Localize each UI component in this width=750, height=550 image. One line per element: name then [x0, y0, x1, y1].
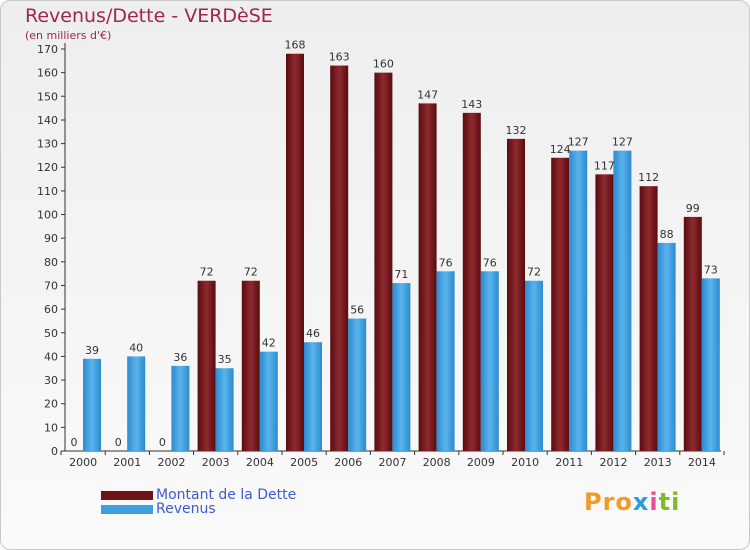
data-label-revenus-2001: 40 — [129, 341, 143, 354]
y-tick-label: 140 — [37, 114, 58, 127]
data-label-revenus-2007: 71 — [394, 268, 408, 281]
x-tick-label: 2002 — [158, 456, 186, 469]
x-tick-label: 2011 — [555, 456, 583, 469]
proxiti-logo: Proxiti — [584, 488, 681, 516]
data-label-dette-2006: 163 — [329, 51, 350, 64]
y-tick-label: 150 — [37, 90, 58, 103]
x-tick-label: 2014 — [688, 456, 716, 469]
bar-dette-2004 — [241, 280, 260, 451]
x-tick-label: 2005 — [290, 456, 318, 469]
y-tick-label: 10 — [44, 421, 58, 434]
x-tick-label: 2000 — [69, 456, 97, 469]
bar-dette-2006 — [330, 65, 349, 451]
bar-revenus-2010 — [525, 280, 543, 451]
bar-dette-2013 — [639, 186, 658, 451]
data-label-dette-2013: 112 — [638, 171, 659, 184]
bar-dette-2008 — [418, 103, 437, 451]
data-label-dette-2005: 168 — [285, 39, 306, 52]
bar-dette-2012 — [595, 174, 614, 451]
y-tick-label: 20 — [44, 398, 58, 411]
bar-revenus-2011 — [569, 150, 588, 451]
data-label-dette-2014: 99 — [686, 202, 700, 215]
x-tick-label: 2004 — [246, 456, 274, 469]
bar-revenus-2003 — [215, 368, 234, 451]
data-label-revenus-2012: 127 — [612, 136, 633, 149]
x-tick-label: 2003 — [202, 456, 230, 469]
data-label-dette-2008: 147 — [417, 88, 438, 101]
x-tick-label: 2006 — [334, 456, 362, 469]
bar-revenus-2002 — [171, 365, 190, 451]
bar-dette-2005 — [286, 53, 304, 452]
bar-dette-2011 — [551, 157, 570, 451]
data-label-dette-2001: 0 — [115, 436, 122, 449]
y-tick-label: 0 — [51, 445, 58, 458]
data-label-dette-2010: 132 — [506, 124, 527, 137]
bar-revenus-2008 — [436, 271, 455, 451]
data-label-dette-2011: 124 — [550, 143, 571, 156]
bar-revenus-2001 — [127, 356, 146, 451]
chart-subtitle: (en milliers d'€) — [25, 29, 112, 42]
legend-label-revenus: Revenus — [156, 501, 216, 517]
y-tick-label: 90 — [44, 232, 58, 245]
data-label-revenus-2010: 72 — [527, 266, 541, 279]
bar-revenus-2012 — [613, 150, 632, 451]
bar-dette-2009 — [462, 112, 481, 452]
data-label-dette-2012: 117 — [594, 159, 615, 172]
data-label-revenus-2000: 39 — [85, 344, 99, 357]
y-tick-label: 110 — [37, 185, 58, 198]
legend-swatch-dette — [101, 491, 153, 500]
data-label-revenus-2008: 76 — [439, 256, 453, 269]
data-label-revenus-2011: 127 — [568, 136, 589, 149]
legend-label-dette: Montant de la Dette — [156, 487, 297, 503]
x-tick-label: 2001 — [113, 456, 141, 469]
bar-revenus-2009 — [480, 271, 499, 451]
x-tick-label: 2010 — [511, 456, 539, 469]
x-tick-label: 2008 — [423, 456, 451, 469]
data-label-revenus-2005: 46 — [306, 327, 320, 340]
data-label-revenus-2003: 35 — [218, 353, 232, 366]
bar-revenus-2007 — [392, 283, 411, 451]
x-tick-label: 2007 — [379, 456, 407, 469]
bar-revenus-2000 — [83, 358, 101, 451]
data-label-dette-2007: 160 — [373, 58, 394, 71]
y-tick-label: 60 — [44, 303, 58, 316]
y-tick-label: 30 — [44, 374, 58, 387]
data-label-revenus-2004: 42 — [262, 337, 276, 350]
bar-revenus-2013 — [657, 242, 676, 451]
y-tick-label: 70 — [44, 279, 58, 292]
y-tick-label: 100 — [37, 209, 58, 222]
bar-revenus-2014 — [701, 278, 720, 451]
bar-dette-2014 — [683, 216, 702, 451]
y-tick-label: 50 — [44, 327, 58, 340]
x-tick-label: 2009 — [467, 456, 495, 469]
data-label-dette-2004: 72 — [244, 266, 258, 279]
y-tick-label: 170 — [37, 43, 58, 56]
chart-title: Revenus/Dette - VERDèSE — [25, 5, 273, 27]
x-tick-label: 2013 — [644, 456, 672, 469]
bar-revenus-2005 — [304, 342, 322, 451]
data-label-dette-2000: 0 — [71, 436, 78, 449]
bar-dette-2003 — [197, 280, 216, 451]
y-tick-label: 80 — [44, 256, 58, 269]
bar-dette-2010 — [507, 138, 525, 451]
y-tick-label: 120 — [37, 161, 58, 174]
data-label-dette-2009: 143 — [461, 98, 482, 111]
y-tick-label: 160 — [37, 67, 58, 80]
data-label-revenus-2014: 73 — [704, 263, 718, 276]
data-label-dette-2003: 72 — [200, 266, 214, 279]
bar-dette-2007 — [374, 72, 393, 451]
data-label-revenus-2013: 88 — [660, 228, 674, 241]
y-tick-label: 40 — [44, 350, 58, 363]
data-label-revenus-2006: 56 — [350, 304, 364, 317]
data-label-dette-2002: 0 — [159, 436, 166, 449]
legend-swatch-revenus — [101, 505, 153, 514]
bar-revenus-2004 — [259, 351, 278, 451]
bar-revenus-2006 — [348, 318, 367, 451]
data-label-revenus-2009: 76 — [483, 256, 497, 269]
y-tick-label: 130 — [37, 138, 58, 151]
x-tick-label: 2012 — [600, 456, 628, 469]
data-label-revenus-2002: 36 — [173, 351, 187, 364]
